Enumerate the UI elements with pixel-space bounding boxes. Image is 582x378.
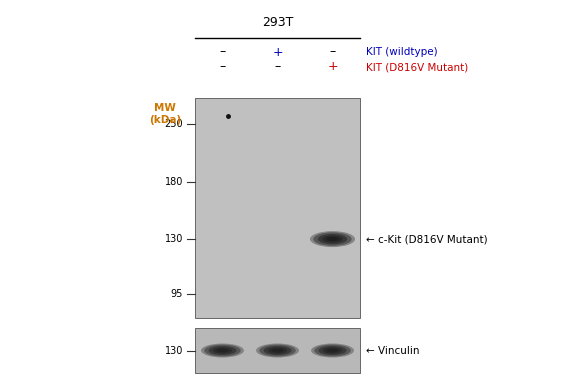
Text: ← Vinculin: ← Vinculin [366,345,420,355]
Text: MW
(kDa): MW (kDa) [149,103,181,125]
Ellipse shape [318,346,346,355]
Text: –: – [219,45,226,59]
Ellipse shape [204,345,241,356]
Ellipse shape [217,349,229,352]
Bar [195,98,360,318]
Text: –: – [219,60,226,73]
Ellipse shape [323,347,342,354]
Ellipse shape [201,344,244,358]
Ellipse shape [264,346,292,355]
Text: 250: 250 [164,119,183,129]
Ellipse shape [268,347,287,354]
Text: 293T: 293T [262,15,293,28]
Text: ← c-Kit (D816V Mutant): ← c-Kit (D816V Mutant) [366,234,488,244]
Bar [195,328,360,373]
Ellipse shape [311,344,354,358]
Ellipse shape [259,345,296,356]
Text: 95: 95 [171,289,183,299]
Ellipse shape [313,232,352,246]
Ellipse shape [327,349,339,352]
Ellipse shape [326,237,339,241]
Ellipse shape [314,345,351,356]
Ellipse shape [208,346,236,355]
Ellipse shape [271,349,283,352]
Text: 130: 130 [165,345,183,355]
Ellipse shape [322,235,343,243]
Ellipse shape [318,234,347,244]
Text: 180: 180 [165,177,183,187]
Ellipse shape [256,344,299,358]
Text: –: – [329,45,336,59]
Text: –: – [274,60,281,73]
Ellipse shape [310,231,355,247]
Text: +: + [327,60,338,73]
Ellipse shape [213,347,232,354]
Text: 130: 130 [165,234,183,244]
Text: KIT (wildtype): KIT (wildtype) [366,47,438,57]
Text: KIT (D816V Mutant): KIT (D816V Mutant) [366,62,469,72]
Text: +: + [272,45,283,59]
